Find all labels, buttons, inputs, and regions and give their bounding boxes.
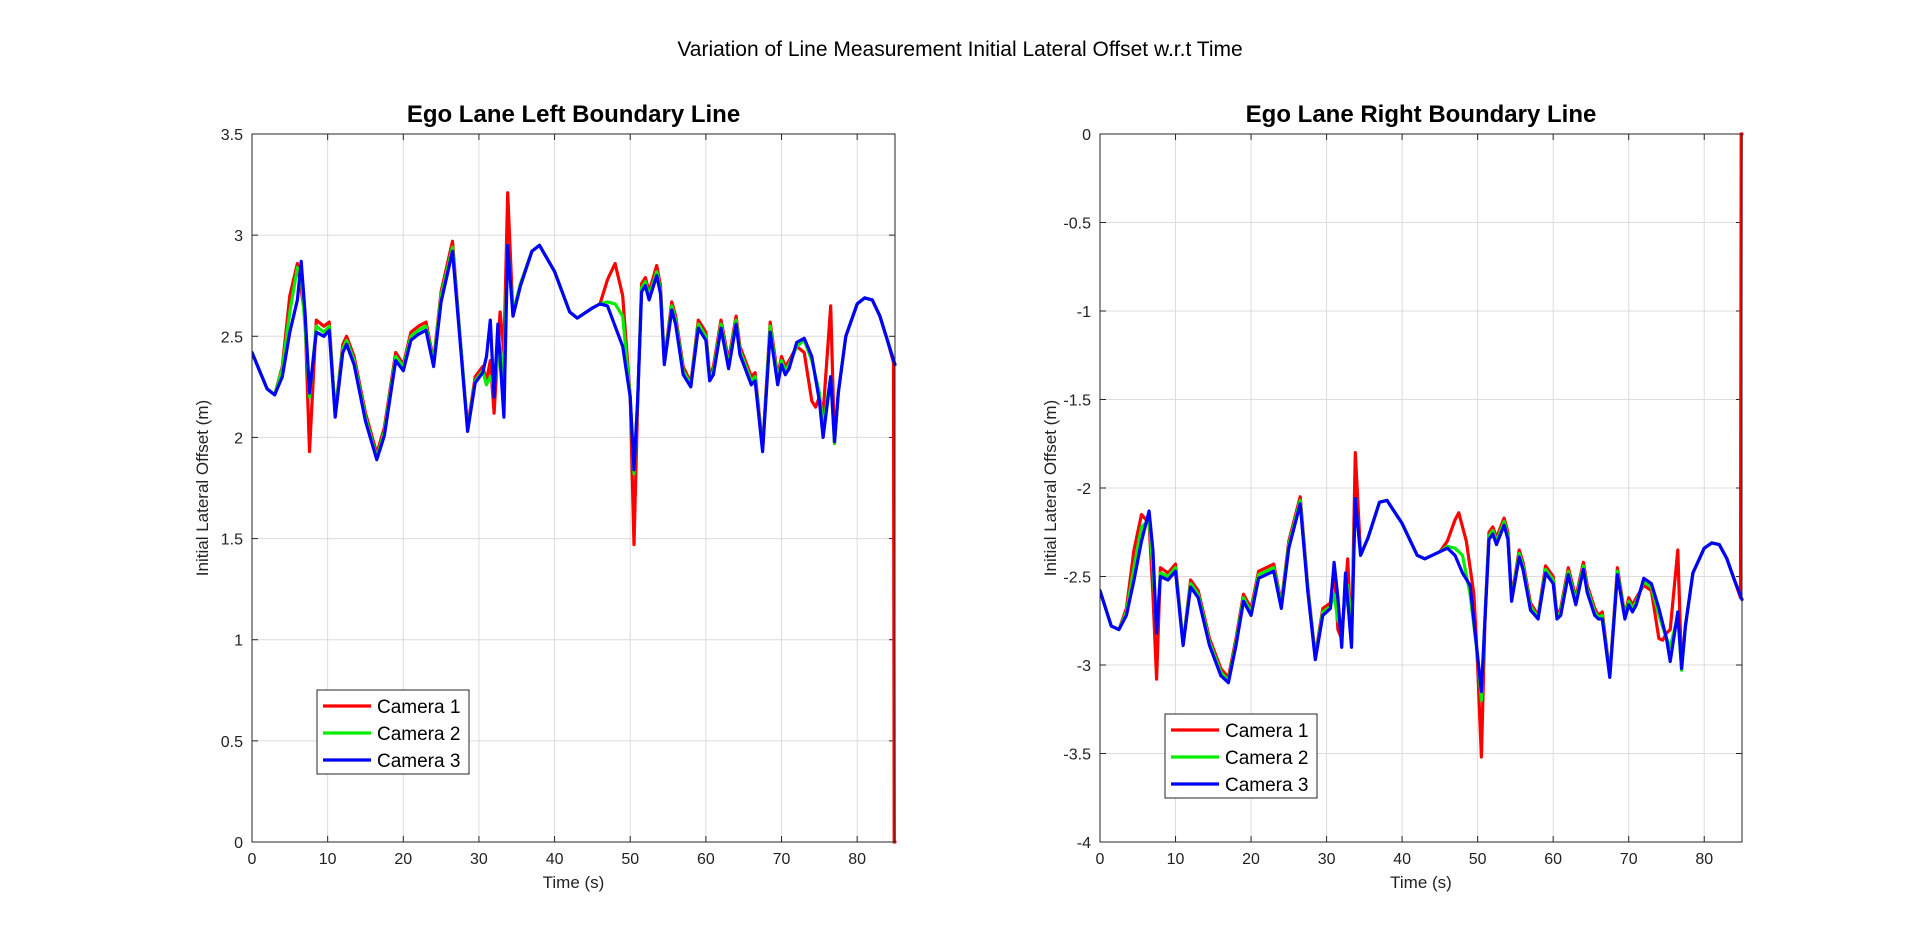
y-tick-label: -2.5 [1063,570,1091,587]
x-tick-label: 60 [697,851,715,868]
x-tick-label: 70 [1620,851,1638,868]
y-tick-label: -3 [1077,658,1091,675]
y-tick-label: 1 [234,633,243,650]
y-axis-label: Initial Lateral Offset (m) [1041,400,1060,576]
right-boundary-plot: 0 10 20 30 40 50 60 70 80 -4 -3.5 -3 -2.5 -2 -1.5 -1 -0.… [1041,101,1744,892]
y-tick-label: -3.5 [1063,747,1091,764]
y-tick-label: 0 [1082,127,1091,144]
x-axis-label: Time (s) [543,873,605,892]
axes-box [251,133,896,843]
x-tick-label: 30 [1318,851,1336,868]
figure-suptitle: Variation of Line Measurement Initial La… [677,38,1242,61]
x-axis-label: Time (s) [1390,873,1452,892]
y-tick-label: -1 [1077,304,1091,321]
y-tick-label: 1.5 [221,532,243,549]
legend-label-camera-2: Camera 2 [377,724,460,745]
series-line-camera-3 [1100,497,1744,694]
x-tick-label: 70 [773,851,791,868]
y-tick-label: 0 [234,835,243,852]
x-tick-label: 60 [1544,851,1562,868]
legend: Camera 1 Camera 2 Camera 3 [316,689,470,775]
y-tick-label: -1.5 [1063,393,1091,410]
x-tick-label: 50 [1469,851,1487,868]
x-tick-label: 80 [1695,851,1713,868]
x-tick-label: 20 [1242,851,1260,868]
legend: Camera 1 Camera 2 Camera 3 [1164,713,1318,799]
legend-label-camera-2: Camera 2 [1225,748,1308,769]
plot-title: Ego Lane Right Boundary Line [1246,101,1597,128]
x-tick-label: 0 [1096,851,1105,868]
x-tick-label: 10 [319,851,337,868]
plot-title: Ego Lane Left Boundary Line [407,101,740,128]
x-tick-label: 40 [546,851,564,868]
legend-label-camera-1: Camera 1 [377,697,460,718]
axes-box [1099,133,1743,843]
y-tick-label: 3 [234,228,243,245]
y-tick-label: 0.5 [221,734,243,751]
y-axis-label: Initial Lateral Offset (m) [193,400,212,576]
x-tick-label: 20 [394,851,412,868]
y-tick-label: -4 [1077,835,1091,852]
x-tick-label: 80 [848,851,866,868]
y-tick-label: -0.5 [1063,216,1091,233]
x-tick-label: 40 [1393,851,1411,868]
y-tick-label: 2.5 [221,329,243,346]
x-tick-label: 30 [470,851,488,868]
x-tick-label: 50 [621,851,639,868]
legend-label-camera-3: Camera 3 [1225,775,1308,796]
y-tick-label: 2 [234,430,243,447]
series-line-camera-3 [252,243,897,472]
x-tick-label: 10 [1167,851,1185,868]
legend-label-camera-1: Camera 1 [1225,721,1308,742]
legend-label-camera-3: Camera 3 [377,751,460,772]
y-tick-label: -2 [1077,481,1091,498]
series-line-camera-1 [1100,132,1744,759]
left-boundary-plot: 0 10 20 30 40 50 60 70 80 0 0.5 1 1.5 2 2.5 3 3.5 Ego Lan… [193,101,897,892]
x-tick-label: 0 [248,851,257,868]
y-tick-label: 3.5 [221,127,243,144]
